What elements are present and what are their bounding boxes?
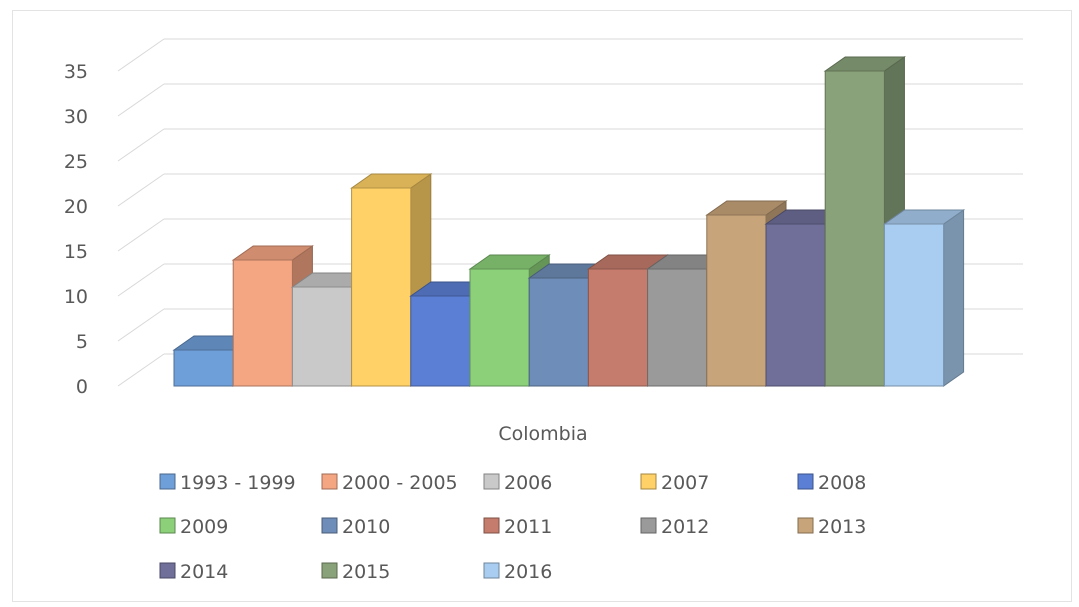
legend-item: 2016	[483, 561, 552, 583]
bars	[172, 56, 966, 387]
legend-item: 2010	[321, 516, 390, 538]
legend-item: 2015	[321, 561, 390, 583]
legend-item: 2009	[159, 516, 228, 538]
bar-front	[528, 277, 589, 387]
bar-front	[410, 295, 471, 387]
legend-swatch	[483, 473, 500, 490]
y-tick-label: 25	[64, 151, 88, 173]
y-tick-label: 10	[64, 286, 88, 308]
legend: 1993 - 1999 2000 - 2005 2006 2007 2008 2009 20…	[159, 472, 866, 583]
legend-item: 2012	[640, 516, 709, 538]
bar-front	[824, 70, 885, 387]
legend-item: 1993 - 1999	[159, 472, 296, 494]
bar-front	[706, 214, 767, 387]
gridline-depth	[117, 83, 165, 117]
y-tick-label: 30	[64, 106, 88, 128]
legend-label: 2009	[180, 516, 228, 538]
legend-swatch	[483, 562, 500, 579]
gridline-depth	[117, 263, 165, 297]
gridline-depth	[117, 173, 165, 207]
bar-front	[291, 286, 353, 387]
legend-label: 2006	[504, 472, 552, 494]
y-tick-label: 20	[64, 196, 88, 218]
bar-front	[765, 223, 826, 387]
legend-item: 2007	[640, 472, 709, 494]
bar-front	[883, 223, 945, 387]
gridline-depth	[117, 308, 165, 342]
bar-front	[351, 187, 412, 387]
legend-swatch	[797, 473, 814, 490]
y-tick-label: 5	[76, 331, 88, 353]
bar-side	[943, 209, 965, 387]
legend-swatch	[159, 517, 176, 534]
gridline-depth	[117, 38, 165, 72]
legend-item: 2011	[483, 516, 552, 538]
legend-swatch	[321, 517, 338, 534]
legend-swatch	[483, 517, 500, 534]
legend-swatch	[321, 473, 338, 490]
legend-item: 2008	[797, 472, 866, 494]
legend-label: 2016	[504, 561, 552, 583]
y-tick-label: 0	[76, 376, 88, 398]
y-tick-label: 15	[64, 241, 88, 263]
legend-label: 2007	[661, 472, 709, 494]
legend-label: 2011	[504, 516, 552, 538]
legend-label: 2014	[180, 561, 228, 583]
bar-front	[647, 268, 708, 387]
y-tick-label: 35	[64, 61, 88, 83]
bar-front	[587, 268, 649, 387]
bar-front	[173, 349, 234, 387]
gridline-depth	[117, 218, 165, 252]
legend-swatch	[797, 517, 814, 534]
gridline-depth	[117, 353, 165, 387]
y-axis-ticks: 0 5 10 15 20 25 30 35	[64, 61, 88, 398]
legend-label: 2008	[818, 472, 866, 494]
bar-front	[469, 268, 530, 387]
legend-swatch	[640, 517, 657, 534]
bar-2016	[882, 209, 966, 387]
legend-label: 2015	[342, 561, 390, 583]
legend-swatch	[640, 473, 657, 490]
legend-label: 2012	[661, 516, 709, 538]
legend-swatch	[321, 562, 338, 579]
legend-swatch	[159, 562, 176, 579]
legend-item: 2006	[483, 472, 552, 494]
gridline-depth	[117, 128, 165, 162]
legend-label: 2013	[818, 516, 866, 538]
x-category-label: Colombia	[498, 423, 587, 445]
legend-swatch	[159, 473, 176, 490]
legend-item: 2000 - 2005	[321, 472, 458, 494]
legend-item: 2013	[797, 516, 866, 538]
legend-item: 2014	[159, 561, 228, 583]
legend-label: 1993 - 1999	[180, 472, 296, 494]
bar-front	[232, 259, 293, 387]
x-axis-categories: Colombia	[498, 423, 587, 445]
legend-label: 2010	[342, 516, 390, 538]
legend-label: 2000 - 2005	[342, 472, 458, 494]
